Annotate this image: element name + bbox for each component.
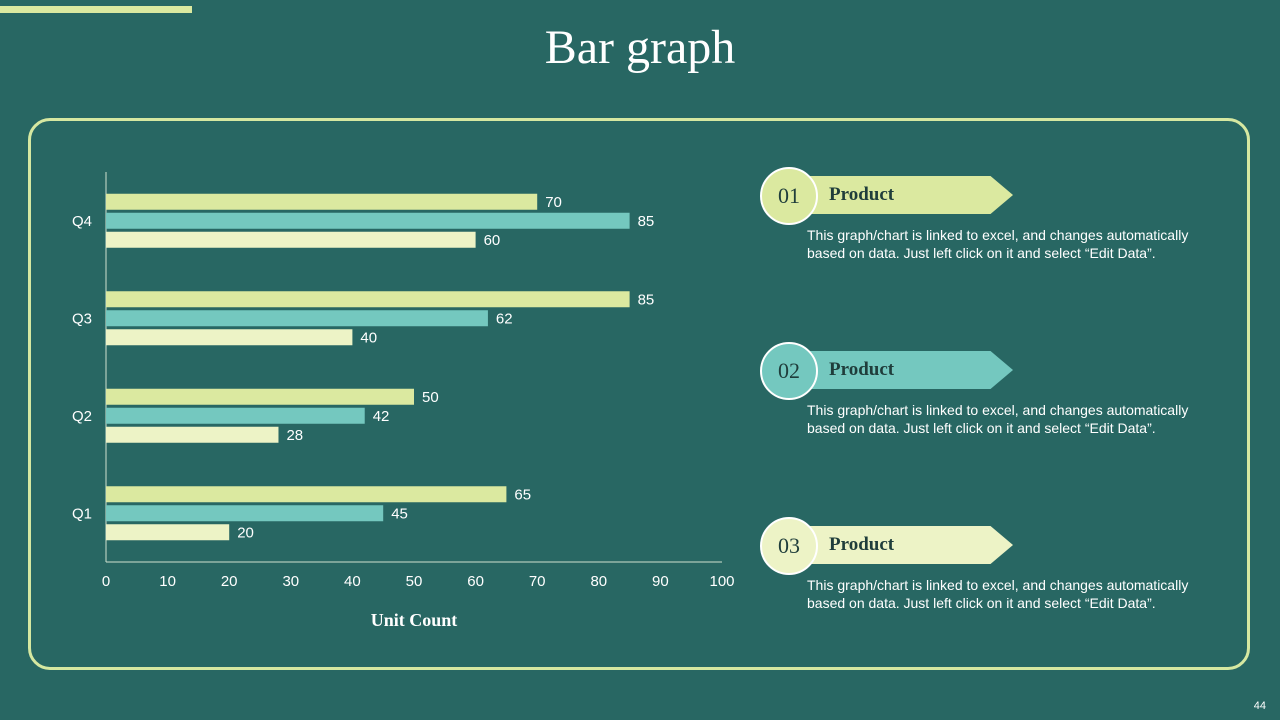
y-tick-label-q2: Q2 [72, 408, 92, 425]
legend-item-03: 03 Product This graph/chart is linked to… [760, 517, 1220, 627]
bar-q1-series-1 [106, 486, 507, 503]
x-tick-label-90: 90 [652, 573, 669, 590]
legend-label-02: Product [829, 359, 895, 380]
bar-chart: Q1 65 45 20 Q2 50 42 28 Q3 85 62 40 Q4 70 85 60 0 10 20 30 4… [72, 172, 735, 630]
x-tick-label-30: 30 [282, 573, 299, 590]
data-label-q1-series-2: 45 [391, 505, 408, 522]
y-tick-label-q3: Q3 [72, 310, 92, 327]
data-label-q1-series-1: 65 [514, 486, 531, 503]
data-label-q1-series-3: 20 [237, 524, 254, 541]
x-tick-label-20: 20 [221, 573, 238, 590]
legend-arrow-02 [788, 351, 1013, 389]
page-number: 44 [1253, 700, 1266, 712]
legend-arrow-03 [788, 526, 1013, 564]
top-accent-bar [0, 6, 192, 13]
legend-number-01: 01 [760, 167, 818, 225]
data-label-q2-series-3: 28 [286, 427, 303, 444]
data-label-q3-series-3: 40 [360, 329, 377, 346]
legend-number-03: 03 [760, 517, 818, 575]
x-tick-label-70: 70 [529, 573, 546, 590]
y-tick-label-q1: Q1 [72, 505, 92, 522]
bar-q1-series-2 [106, 505, 384, 522]
legend-description-02: This graph/chart is linked to excel, and… [807, 402, 1189, 436]
bar-q3-series-1 [106, 291, 630, 308]
x-axis-title: Unit Count [371, 610, 458, 630]
bar-q4-series-2 [106, 212, 630, 229]
legend-label-03: Product [829, 534, 895, 555]
data-label-q2-series-1: 50 [422, 389, 439, 406]
data-label-q4-series-3: 60 [484, 232, 501, 249]
legend-label-01: Product [829, 184, 895, 205]
bar-q2-series-1 [106, 388, 414, 405]
data-label-q2-series-2: 42 [373, 408, 390, 425]
x-tick-label-10: 10 [159, 573, 176, 590]
data-label-q4-series-1: 70 [545, 194, 562, 211]
legend-description-01: This graph/chart is linked to excel, and… [807, 227, 1189, 261]
bar-q1-series-3 [106, 524, 230, 541]
y-tick-label-q4: Q4 [72, 213, 92, 230]
x-tick-label-60: 60 [467, 573, 484, 590]
x-tick-label-100: 100 [709, 573, 734, 590]
legend-number-02: 02 [760, 342, 818, 400]
legend-item-02: 02 Product This graph/chart is linked to… [760, 342, 1220, 452]
bar-q2-series-3 [106, 426, 279, 443]
x-tick-label-80: 80 [590, 573, 607, 590]
legend-item-01: 01 Product This graph/chart is linked to… [760, 167, 1220, 277]
slide-title: Bar graph [544, 21, 736, 74]
legend-description-03: This graph/chart is linked to excel, and… [807, 577, 1189, 611]
bar-q3-series-2 [106, 310, 488, 327]
data-label-q3-series-2: 62 [496, 310, 513, 327]
x-tick-label-0: 0 [102, 573, 110, 590]
bar-q2-series-2 [106, 407, 365, 424]
data-label-q3-series-1: 85 [638, 291, 655, 308]
x-tick-label-40: 40 [344, 573, 361, 590]
content-frame [28, 118, 1250, 670]
data-label-q4-series-2: 85 [638, 213, 655, 230]
bar-q3-series-3 [106, 329, 353, 346]
legend-arrow-01 [788, 176, 1013, 214]
bar-q4-series-3 [106, 231, 476, 248]
x-tick-label-50: 50 [406, 573, 423, 590]
bar-q4-series-1 [106, 193, 538, 210]
